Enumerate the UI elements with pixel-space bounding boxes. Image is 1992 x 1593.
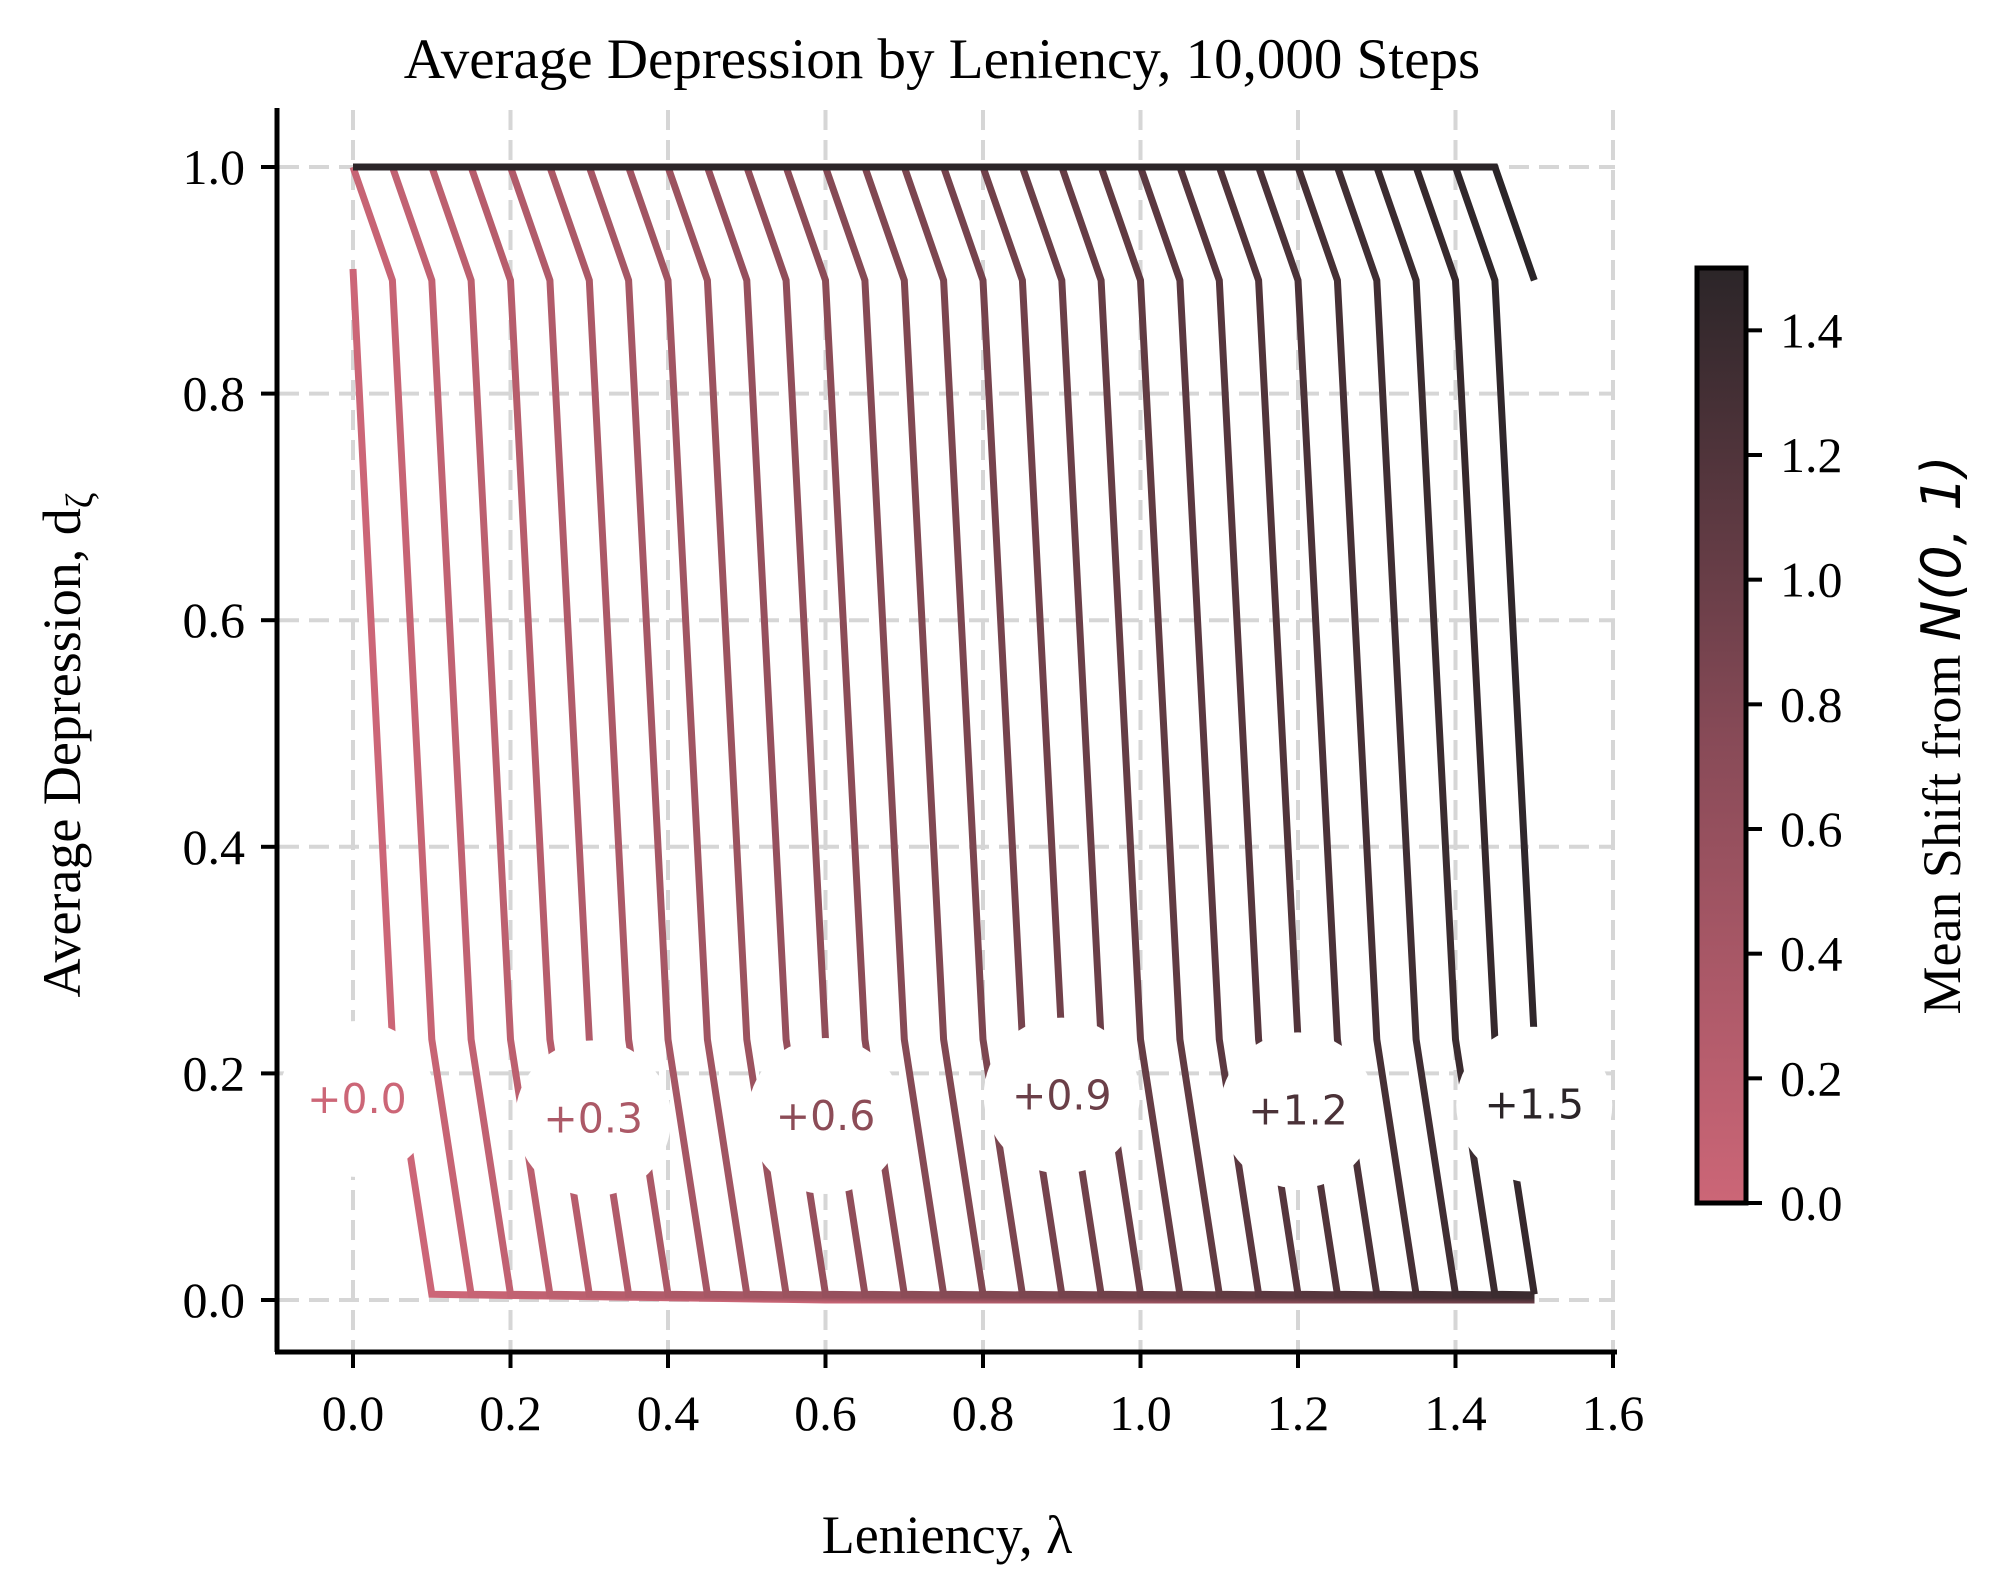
x-tick-label: 1.6	[1582, 1385, 1645, 1441]
y-tick-label: 0.8	[183, 366, 246, 422]
y-axis-label-main: Average Depression, d	[32, 508, 92, 997]
colorbar-label-text: Mean Shift from	[1912, 641, 1972, 1014]
colorbar	[1694, 265, 1749, 1206]
curve-label-bg	[983, 1017, 1140, 1174]
y-tick-label: 1.0	[183, 139, 246, 195]
series-line	[353, 163, 1538, 282]
curve-label: +0.9	[1012, 1072, 1112, 1120]
curve-label-bg	[515, 1040, 672, 1197]
x-axis-label: Leniency, λ	[822, 1505, 1073, 1565]
curve-label-bg	[1456, 1026, 1613, 1183]
curve-label: +1.5	[1484, 1081, 1584, 1129]
y-tick-label: 0.6	[183, 592, 246, 648]
curve-label-bg	[747, 1038, 904, 1195]
curve-label: +0.0	[307, 1075, 407, 1123]
colorbar-tick-label: 0.4	[1780, 926, 1843, 982]
x-tick-label: 0.6	[794, 1385, 857, 1441]
x-tick-label: 1.2	[1267, 1385, 1330, 1441]
curve-label: +0.3	[543, 1094, 643, 1142]
curve-label-bg	[1220, 1032, 1376, 1189]
colorbar-label-math: N(0, 1)	[1910, 455, 1973, 641]
x-tick-label: 0.2	[479, 1385, 542, 1441]
x-tick-label: 0.8	[952, 1385, 1015, 1441]
colorbar-tick-label: 0.2	[1780, 1050, 1843, 1106]
x-tick-label: 1.4	[1424, 1385, 1487, 1441]
x-tick-label: 1.0	[1109, 1385, 1172, 1441]
y-axis-ticks: 0.0 0.2 0.4 0.6 0.8 1.0	[183, 139, 277, 1328]
colorbar-tick-label: 0.6	[1780, 801, 1843, 857]
colorbar-tick-label: 1.4	[1780, 302, 1843, 358]
curves	[349, 163, 1538, 1304]
curve-label-bg	[278, 1021, 435, 1178]
x-axis-ticks: 0.0 0.2 0.4 0.6 0.8 1.0 1.2 1.4 1.6	[322, 1352, 1645, 1441]
y-axis-label-subscript: ζ	[59, 492, 101, 508]
colorbar-tick-label: 1.2	[1780, 427, 1843, 483]
x-tick-label: 0.0	[322, 1385, 385, 1441]
colorbar-label: Mean Shift from N(0, 1)	[1910, 455, 1973, 1014]
y-tick-label: 0.0	[183, 1272, 246, 1328]
colorbar-tick-label: 0.0	[1780, 1175, 1843, 1231]
colorbar-ticks: 0.0 0.2 0.4 0.6 0.8 1.0 1.2 1.4	[1746, 302, 1843, 1231]
colorbar-tick-label: 0.8	[1780, 676, 1843, 732]
curve-labels: +0.0 +0.3 +0.6 +0.9 +1.2 +1.5	[278, 1017, 1613, 1197]
x-tick-label: 0.4	[637, 1385, 700, 1441]
y-axis-label: Average Depression, dζ	[32, 492, 101, 997]
chart-title: Average Depression by Leniency, 10,000 S…	[404, 28, 1480, 91]
curve-label: +0.6	[776, 1092, 876, 1140]
curve-label: +1.2	[1248, 1086, 1348, 1134]
colorbar-tick-label: 1.0	[1780, 552, 1843, 608]
y-tick-label: 0.2	[183, 1045, 246, 1101]
y-tick-label: 0.4	[183, 819, 246, 875]
